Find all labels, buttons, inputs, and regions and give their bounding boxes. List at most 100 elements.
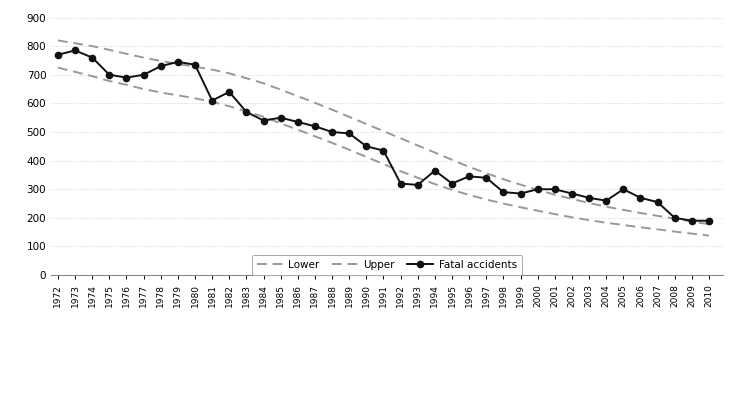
Lower	[619, 223, 628, 228]
Lower	[88, 74, 96, 79]
Upper	[191, 64, 199, 69]
Fatal accidents	[567, 191, 576, 196]
Lower	[550, 212, 559, 217]
Fatal accidents	[105, 72, 114, 77]
Lower	[156, 90, 165, 95]
Fatal accidents	[191, 62, 199, 67]
Upper	[242, 76, 251, 81]
Lower	[567, 215, 576, 220]
Upper	[71, 41, 80, 46]
Fatal accidents	[688, 219, 696, 223]
Lower	[191, 96, 199, 101]
Upper	[122, 51, 131, 56]
Upper	[534, 187, 542, 192]
Lower	[447, 187, 456, 192]
Lower	[482, 197, 491, 202]
Fatal accidents	[174, 59, 182, 64]
Upper	[88, 44, 96, 48]
Fatal accidents	[225, 90, 234, 94]
Fatal accidents	[122, 75, 131, 80]
Lower	[465, 193, 474, 197]
Fatal accidents	[310, 124, 319, 129]
Fatal accidents	[516, 191, 525, 196]
Upper	[345, 114, 353, 119]
Fatal accidents	[534, 187, 542, 192]
Fatal accidents	[499, 190, 508, 195]
Upper	[259, 81, 268, 86]
Upper	[139, 55, 148, 60]
Upper	[276, 87, 285, 92]
Upper	[567, 196, 576, 201]
Lower	[174, 93, 182, 98]
Fatal accidents	[602, 198, 610, 203]
Fatal accidents	[362, 144, 371, 149]
Upper	[602, 204, 610, 209]
Upper	[431, 150, 439, 155]
Fatal accidents	[328, 130, 337, 134]
Lower	[413, 175, 422, 180]
Fatal accidents	[431, 168, 439, 173]
Legend: Lower, Upper, Fatal accidents: Lower, Upper, Fatal accidents	[252, 255, 522, 275]
Upper	[293, 94, 302, 99]
Fatal accidents	[482, 175, 491, 180]
Fatal accidents	[550, 187, 559, 192]
Upper	[174, 62, 182, 66]
Fatal accidents	[293, 119, 302, 124]
Upper	[362, 121, 371, 126]
Lower	[208, 99, 217, 104]
Fatal accidents	[379, 148, 388, 153]
Lower	[71, 70, 80, 74]
Upper	[396, 136, 405, 141]
Lower	[105, 79, 114, 83]
Line: Lower: Lower	[58, 68, 709, 235]
Upper	[413, 143, 422, 148]
Lower	[653, 227, 662, 231]
Fatal accidents	[259, 118, 268, 123]
Fatal accidents	[704, 219, 713, 223]
Fatal accidents	[345, 131, 353, 136]
Upper	[499, 177, 508, 182]
Fatal accidents	[413, 183, 422, 187]
Fatal accidents	[447, 181, 456, 186]
Upper	[653, 213, 662, 218]
Fatal accidents	[653, 200, 662, 204]
Fatal accidents	[670, 215, 679, 220]
Lower	[602, 220, 610, 225]
Lower	[139, 87, 148, 92]
Upper	[208, 67, 217, 72]
Lower	[242, 109, 251, 114]
Upper	[688, 219, 696, 224]
Lower	[293, 127, 302, 132]
Upper	[53, 38, 62, 43]
Upper	[379, 129, 388, 134]
Lower	[259, 114, 268, 119]
Upper	[619, 208, 628, 212]
Lower	[499, 201, 508, 206]
Lower	[516, 205, 525, 209]
Lower	[534, 208, 542, 213]
Fatal accidents	[88, 55, 96, 60]
Fatal accidents	[636, 195, 645, 200]
Lower	[379, 162, 388, 166]
Upper	[447, 158, 456, 162]
Upper	[156, 59, 165, 63]
Lower	[225, 104, 234, 108]
Fatal accidents	[139, 72, 148, 77]
Fatal accidents	[156, 64, 165, 68]
Upper	[225, 71, 234, 76]
Lower	[362, 154, 371, 159]
Upper	[310, 101, 319, 105]
Lower	[396, 169, 405, 174]
Fatal accidents	[619, 187, 628, 192]
Fatal accidents	[71, 48, 80, 53]
Lower	[585, 218, 593, 222]
Fatal accidents	[242, 110, 251, 114]
Fatal accidents	[276, 115, 285, 120]
Fatal accidents	[53, 52, 62, 57]
Fatal accidents	[585, 195, 593, 200]
Lower	[53, 65, 62, 70]
Lower	[345, 147, 353, 152]
Line: Upper: Upper	[58, 40, 709, 224]
Upper	[465, 165, 474, 169]
Fatal accidents	[465, 174, 474, 179]
